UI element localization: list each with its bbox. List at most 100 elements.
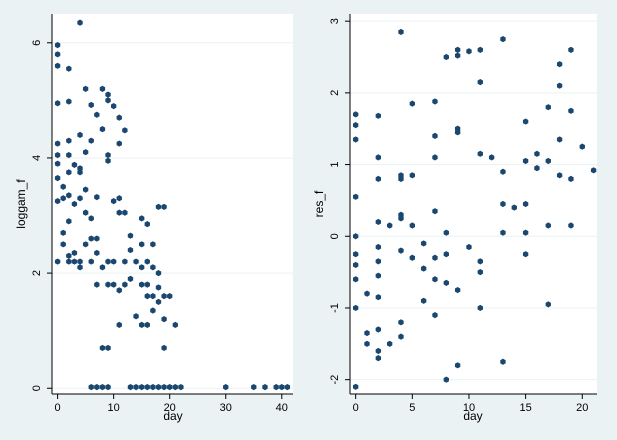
right-data-point <box>454 46 461 53</box>
left-data-point <box>144 258 150 265</box>
right-plot-region <box>350 14 597 394</box>
left-x-axis-title: day <box>163 409 182 423</box>
left-y-tick-label: 4 <box>31 155 43 161</box>
left-data-point <box>71 258 78 265</box>
left-data-point <box>77 195 83 202</box>
left-data-point <box>77 258 83 265</box>
right-data-point <box>409 100 415 107</box>
left-data-point <box>161 344 167 352</box>
right-data-point <box>500 358 506 365</box>
right-data-point <box>488 154 495 161</box>
left-data-point <box>110 198 117 205</box>
right-data-point <box>375 294 382 301</box>
left-data-point <box>133 313 139 320</box>
left-data-point <box>71 249 78 257</box>
left-data-point <box>284 383 291 391</box>
left-data-point <box>66 192 72 199</box>
left-x-tick-label: 20 <box>164 402 176 414</box>
left-data-point <box>60 229 66 236</box>
left-data-point <box>82 241 89 248</box>
right-data-point <box>375 243 382 251</box>
right-data-point <box>500 35 506 43</box>
left-data-point <box>161 316 167 323</box>
left-y-tick-label: 6 <box>31 40 43 46</box>
right-data-point <box>500 168 506 175</box>
right-data-point <box>477 150 483 157</box>
right-x-tick-label: 5 <box>409 402 415 414</box>
right-data-point <box>432 154 438 161</box>
right-x-tick-label: 0 <box>353 402 359 414</box>
right-data-point <box>409 254 415 261</box>
left-data-point <box>150 383 156 391</box>
right-data-point <box>454 286 461 294</box>
right-data-point <box>556 172 563 179</box>
left-data-point <box>155 298 162 305</box>
right-data-point <box>352 233 359 240</box>
right-y-tick-label: 0 <box>329 233 341 239</box>
right-data-point <box>568 46 574 53</box>
right-data-point <box>466 243 472 251</box>
left-data-point <box>122 281 128 288</box>
right-data-point <box>590 167 597 174</box>
left-data-point <box>94 383 100 391</box>
right-data-point <box>409 222 415 229</box>
right-data-point <box>443 229 449 236</box>
right-data-point <box>375 218 382 226</box>
right-data-point <box>545 222 551 229</box>
right-data-point <box>477 79 483 86</box>
left-y-tick-label: 2 <box>31 270 43 276</box>
right-data-point <box>352 136 359 143</box>
left-data-point <box>150 264 156 271</box>
right-data-point <box>522 251 529 258</box>
left-data-points <box>54 19 291 391</box>
left-data-point <box>66 218 72 225</box>
left-data-point <box>178 383 184 391</box>
left-data-point <box>105 97 111 104</box>
right-gridlines <box>350 20 597 381</box>
left-y-tick-label: 0 <box>31 385 43 391</box>
left-data-point <box>54 160 61 167</box>
left-data-point <box>99 126 106 133</box>
right-y-tick-label: 1 <box>329 162 341 168</box>
left-data-point <box>122 127 128 134</box>
left-data-point <box>167 383 173 391</box>
left-scatter-panel: 0 2 4 6 0 10 20 30 40 day loggam_f <box>14 14 293 423</box>
right-data-point <box>568 107 574 114</box>
left-data-point <box>133 258 139 265</box>
right-data-point <box>443 279 449 286</box>
left-data-point <box>251 383 257 391</box>
right-data-point <box>375 326 382 333</box>
right-data-point <box>420 297 427 304</box>
right-data-point <box>352 304 359 312</box>
left-data-point <box>66 65 72 72</box>
left-data-point <box>99 344 106 352</box>
right-y-tick-label: -1 <box>329 303 341 313</box>
left-data-point <box>54 62 61 69</box>
left-data-point <box>88 383 94 391</box>
right-data-point <box>409 172 415 179</box>
right-data-point <box>420 240 427 247</box>
left-data-point <box>94 281 100 288</box>
right-data-point <box>398 28 404 36</box>
right-x-tick-label: 10 <box>463 402 475 414</box>
left-data-point <box>273 383 279 391</box>
right-data-point <box>534 150 540 157</box>
left-axes: 0 2 4 6 0 10 20 30 40 <box>31 14 293 414</box>
left-data-point <box>54 174 61 182</box>
left-data-point <box>88 101 94 109</box>
right-data-point <box>352 122 359 129</box>
right-data-point <box>522 200 529 208</box>
left-data-point <box>77 169 83 176</box>
left-data-point <box>88 215 94 222</box>
left-data-point <box>122 209 128 216</box>
right-data-point <box>556 61 563 68</box>
left-data-point <box>66 151 72 159</box>
right-data-point <box>386 222 393 229</box>
left-data-point <box>155 383 162 391</box>
right-data-point <box>398 175 404 183</box>
left-data-point <box>82 85 89 92</box>
left-data-point <box>116 287 122 294</box>
right-data-point <box>398 333 404 340</box>
left-data-point <box>99 85 106 92</box>
left-data-point <box>127 383 134 391</box>
